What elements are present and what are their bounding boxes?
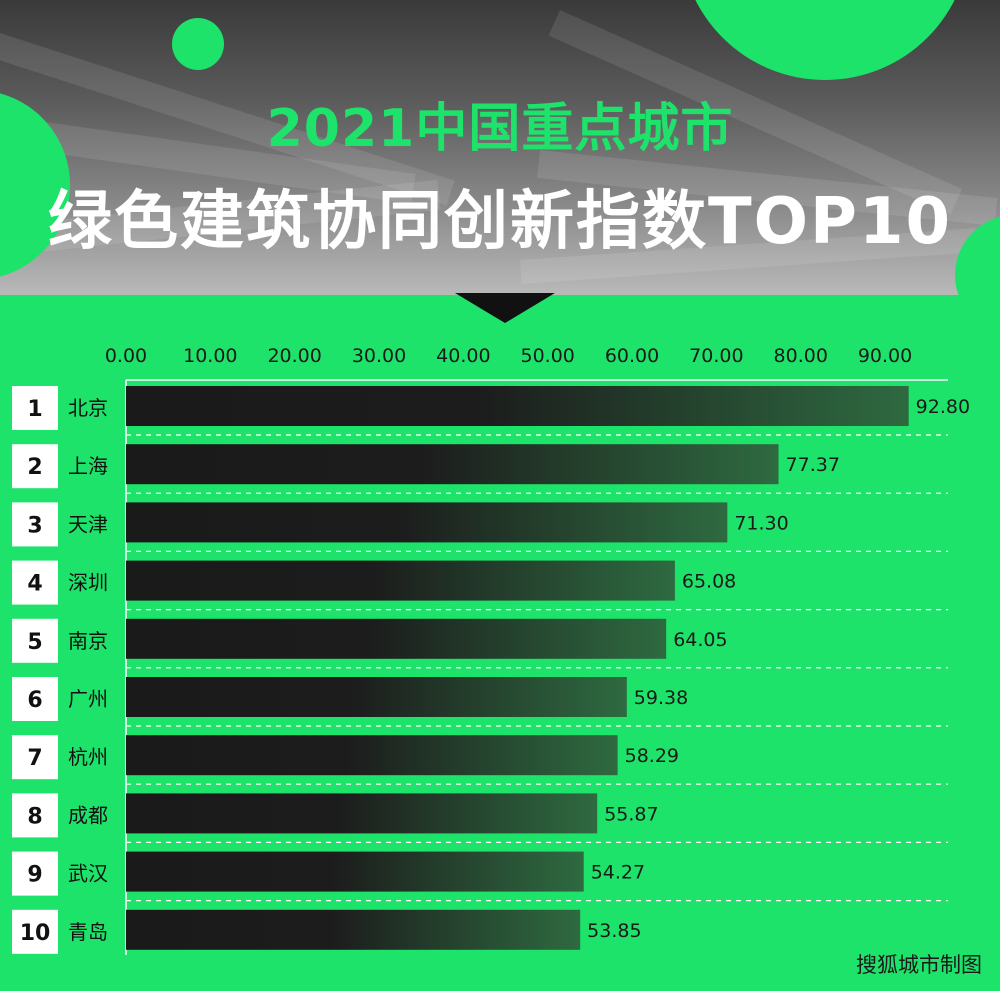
title-line-1: 2021中国重点城市: [266, 99, 734, 159]
rank-number: 1: [27, 397, 42, 422]
city-label: 成都: [68, 803, 108, 827]
rank-box: [12, 502, 58, 547]
rank-box: [12, 386, 58, 430]
value-label: 65.08: [682, 571, 736, 593]
bar-武汉: [126, 851, 584, 892]
bar-南京: [126, 618, 667, 659]
rank-box: [12, 560, 58, 605]
x-tick-label: 90.00: [858, 345, 912, 367]
bar-青岛: [126, 909, 581, 950]
bar-成都: [126, 793, 598, 834]
city-label: 深圳: [68, 571, 108, 595]
value-label: 71.30: [734, 512, 788, 534]
rank-box: [12, 793, 58, 838]
header-banner: 2021中国重点城市 绿色建筑协同创新指数TOP10: [0, 0, 1000, 295]
city-label: 南京: [68, 629, 108, 653]
rank-number: 9: [27, 863, 42, 888]
value-label: 64.05: [673, 629, 727, 651]
bar-深圳: [126, 560, 675, 601]
x-tick-label: 0.00: [105, 345, 147, 367]
rank-number: 4: [27, 572, 42, 597]
decor-circle: [172, 18, 224, 70]
rank-box: [12, 851, 58, 896]
city-label: 广州: [68, 687, 108, 711]
value-label: 54.27: [591, 862, 645, 884]
x-tick-label: 40.00: [436, 345, 490, 367]
city-label: 北京: [68, 396, 108, 420]
bar-上海: [126, 444, 779, 485]
rank-number: 3: [27, 513, 42, 538]
rank-number: 2: [27, 455, 42, 480]
x-tick-label: 30.00: [352, 345, 406, 367]
city-label: 杭州: [68, 745, 108, 769]
bar-北京: [126, 386, 909, 426]
value-label: 55.87: [604, 803, 658, 825]
rank-number: 5: [27, 630, 42, 655]
x-tick-label: 50.00: [520, 345, 574, 367]
rank-number: 8: [27, 804, 42, 829]
bar-杭州: [126, 735, 618, 776]
bar-广州: [126, 677, 627, 717]
rank-box: [12, 618, 58, 663]
value-label: 58.29: [625, 745, 679, 767]
city-label: 武汉: [68, 862, 108, 886]
rank-box: [12, 444, 58, 489]
rank-box: [12, 909, 58, 954]
rank-box: [12, 735, 58, 780]
rank-number: 10: [20, 921, 51, 946]
title-line-2: 绿色建筑协同创新指数TOP10: [47, 185, 953, 259]
rank-number: 6: [27, 688, 42, 713]
rank-number: 7: [27, 746, 42, 771]
x-tick-label: 10.00: [183, 345, 237, 367]
value-label: 59.38: [634, 687, 688, 709]
pointer-triangle: [455, 293, 555, 323]
city-label: 青岛: [68, 920, 108, 944]
value-label: 53.85: [587, 920, 641, 942]
bar-天津: [126, 502, 728, 543]
credit-text: 搜狐城市制图: [856, 953, 982, 977]
x-tick-label: 20.00: [267, 345, 321, 367]
value-label: 77.37: [786, 454, 840, 476]
x-tick-label: 60.00: [605, 345, 659, 367]
value-label: 92.80: [916, 396, 970, 418]
x-tick-label: 70.00: [689, 345, 743, 367]
rank-box: [12, 677, 58, 721]
city-label: 天津: [68, 512, 108, 536]
city-label: 上海: [68, 454, 108, 478]
x-tick-label: 80.00: [774, 345, 828, 367]
